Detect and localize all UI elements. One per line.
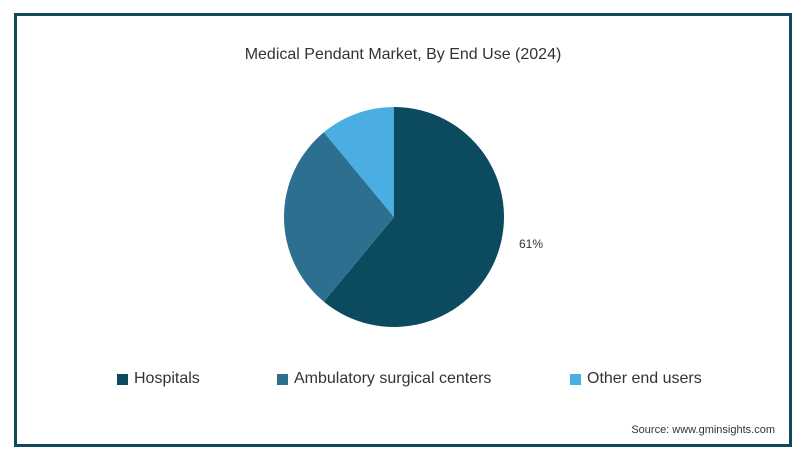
legend-swatch-hospitals (117, 373, 128, 385)
pie-slice-other-end-users[interactable] (323, 107, 394, 217)
legend: Hospitals Ambulatory surgical centers Ot… (17, 370, 789, 392)
legend-label-other: Other end users (587, 370, 702, 387)
chart-frame: Medical Pendant Market, By End Use (2024… (14, 13, 792, 447)
legend-label-ambulatory: Ambulatory surgical centers (294, 370, 492, 387)
pie-chart: 61% (284, 107, 543, 327)
legend-item-ambulatory-surgical-centers[interactable]: Ambulatory surgical centers (277, 370, 491, 388)
chart-title: Medical Pendant Market, By End Use (2024… (244, 46, 562, 63)
legend-item-hospitals[interactable]: Hospitals (117, 370, 200, 388)
pie-slice-hospitals[interactable] (323, 107, 504, 327)
slice-label-hospitals: 61% (519, 237, 543, 251)
legend-item-other-end-users[interactable]: Other end users (570, 370, 702, 388)
legend-swatch-other (570, 373, 581, 385)
legend-label-hospitals: Hospitals (134, 370, 200, 387)
pie-slice-ambulatory-surgical-centers[interactable] (284, 132, 394, 302)
source-note: Source: www.gminsights.com (631, 424, 775, 436)
legend-swatch-ambulatory (277, 373, 288, 385)
